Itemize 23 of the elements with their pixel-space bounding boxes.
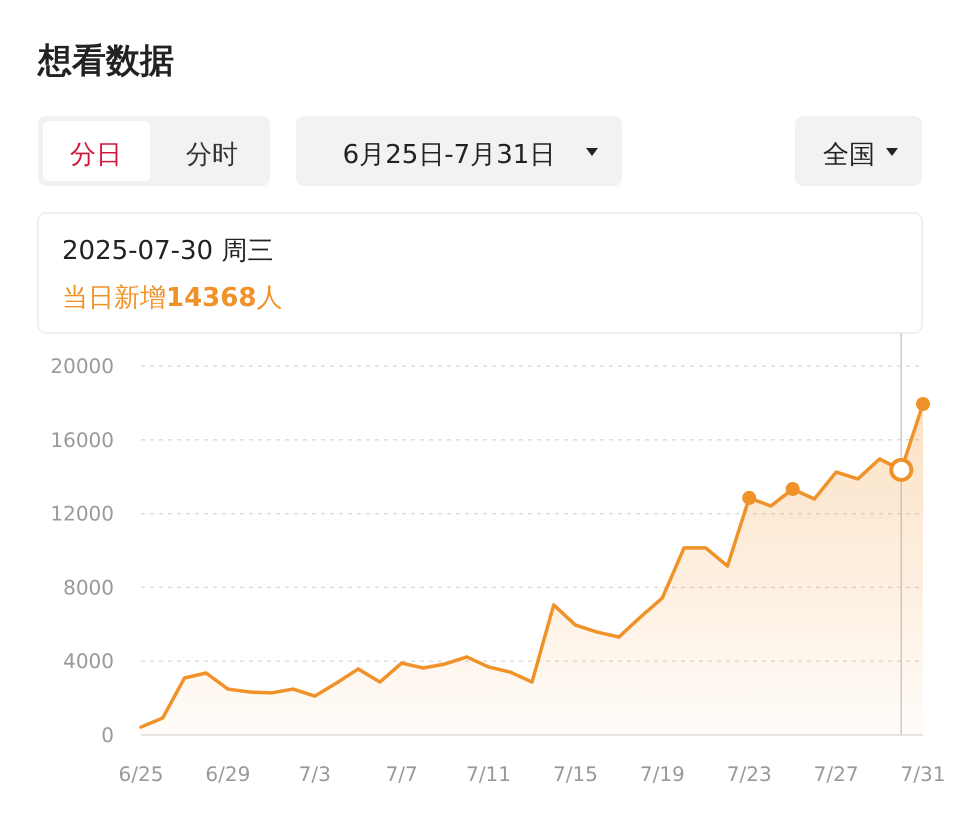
x-tick-label: 7/27 (814, 762, 859, 786)
text: 当日新增14368人 (62, 283, 282, 313)
y-tick-label: 20000 (50, 354, 114, 378)
y-tick-label: 4000 (63, 649, 114, 674)
y-tick-label: 12000 (50, 502, 114, 526)
y-tick-label: 0 (101, 723, 114, 747)
x-tick-label: 7/3 (298, 762, 331, 786)
text: 2025-07-30 周三 (62, 236, 274, 266)
x-tick-label: 7/7 (386, 762, 418, 786)
text: 分日 (70, 140, 122, 170)
text: 全国 (823, 140, 875, 170)
text: 分时 (186, 140, 238, 170)
x-tick-label: 7/31 (900, 762, 946, 786)
x-tick-label: 7/11 (466, 762, 512, 786)
y-tick-label: 16000 (50, 428, 114, 452)
chart-title: 想看数据 (36, 41, 174, 81)
x-tick-label: 6/25 (118, 762, 164, 786)
x-tick-label: 6/29 (205, 762, 250, 786)
x-tick-label: 7/23 (726, 762, 772, 786)
x-tick-label: 7/15 (552, 762, 598, 786)
y-tick-label: 8000 (63, 575, 114, 600)
x-tick-label: 7/19 (640, 762, 685, 786)
text: 6月25日-7月31日 (342, 140, 556, 170)
